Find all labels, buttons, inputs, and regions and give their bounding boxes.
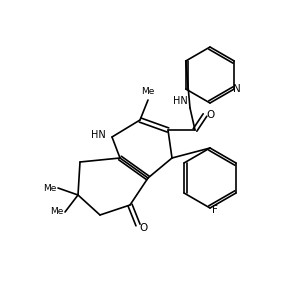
Text: N: N (233, 84, 241, 94)
Text: F: F (212, 205, 218, 215)
Text: Me: Me (141, 87, 155, 96)
Text: O: O (139, 223, 147, 233)
Text: O: O (206, 110, 214, 120)
Text: HN: HN (91, 130, 106, 140)
Text: Me: Me (50, 208, 63, 216)
Text: HN: HN (173, 96, 188, 106)
Text: Me: Me (43, 183, 56, 193)
